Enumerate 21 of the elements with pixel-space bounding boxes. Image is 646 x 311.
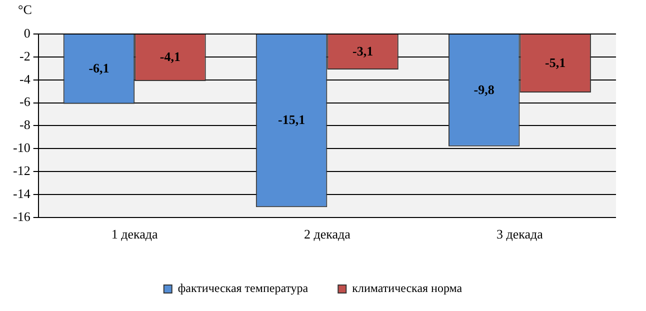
x-tick-label: 3 декада: [496, 226, 544, 242]
y-axis-title: °C: [18, 2, 32, 17]
data-label: -9,8: [474, 82, 495, 97]
x-tick-label: 1 декада: [111, 226, 158, 242]
data-label: -5,1: [545, 54, 566, 70]
y-tick-label: -16: [12, 208, 31, 224]
y-tick-label: -14: [12, 186, 31, 201]
legend-label: фактическая температура: [178, 281, 309, 296]
data-label: -4,1: [160, 49, 181, 64]
y-tick-label: 0: [24, 25, 30, 40]
y-tick-label: -2: [19, 48, 30, 64]
data-label: -3,1: [352, 43, 374, 58]
y-tick-label: -8: [19, 117, 30, 132]
y-tick-label: -4: [19, 71, 31, 86]
y-tick-label: -12: [12, 162, 30, 178]
y-tick-label: -10: [12, 140, 30, 156]
x-tick-label: 2 декада: [304, 226, 351, 242]
data-label: -15,1: [278, 112, 306, 128]
y-tick-label: -6: [19, 94, 31, 110]
legend-label: климатическая норма: [352, 281, 463, 296]
data-label: -6,1: [88, 60, 110, 76]
